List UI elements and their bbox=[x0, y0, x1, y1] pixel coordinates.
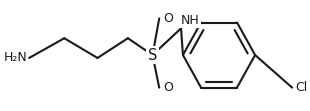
Text: NH: NH bbox=[181, 14, 200, 27]
Text: Cl: Cl bbox=[295, 81, 307, 94]
Text: O: O bbox=[163, 12, 173, 25]
Text: S: S bbox=[148, 48, 157, 62]
Text: H₂N: H₂N bbox=[3, 52, 27, 64]
Text: O: O bbox=[163, 81, 173, 94]
